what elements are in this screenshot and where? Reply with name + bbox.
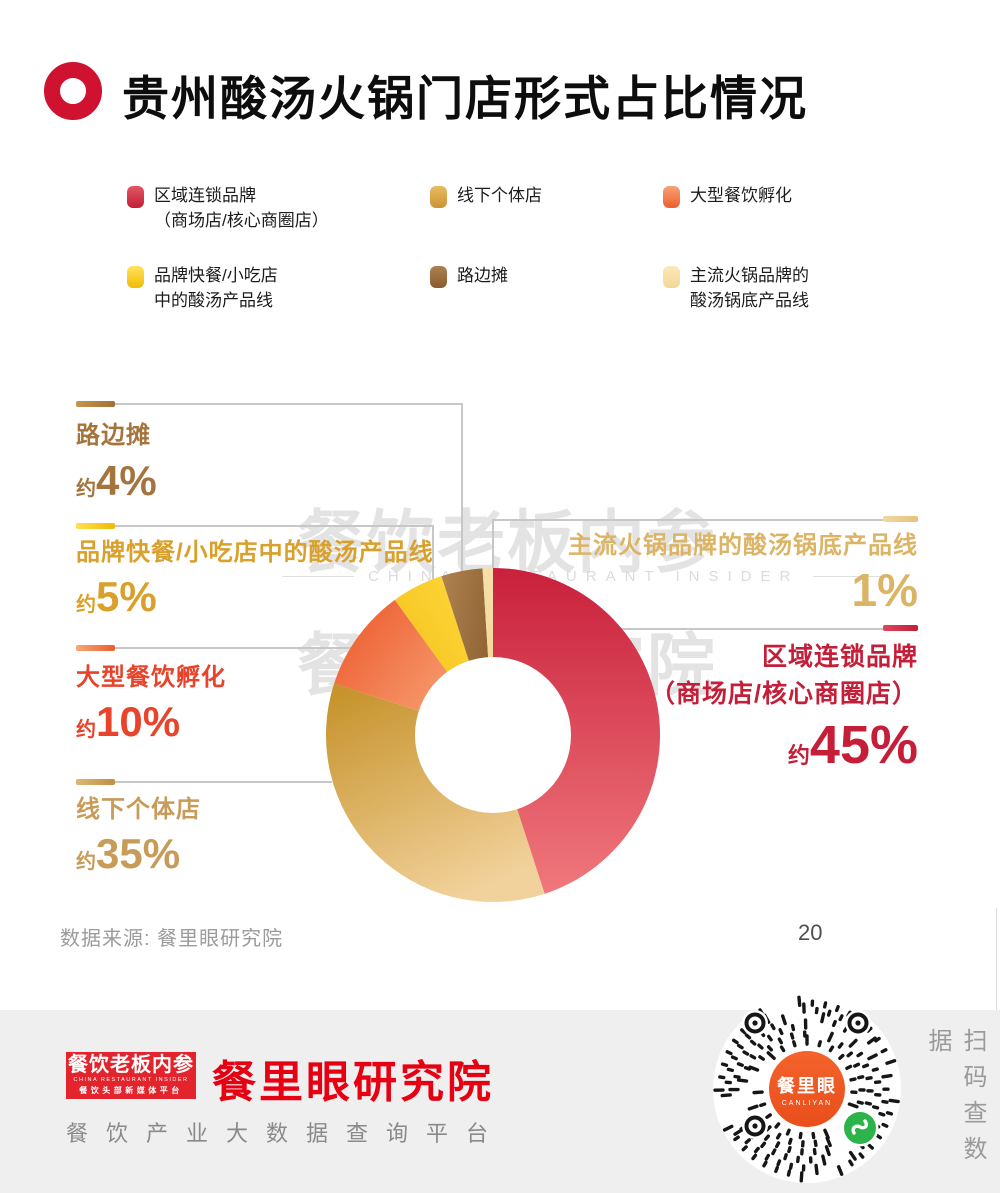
connector-drop-roadside (461, 403, 463, 571)
callout-label: 路边摊 (76, 422, 151, 449)
callout-individual: 线下个体店 约35% (76, 794, 201, 878)
callout-approx: 约 (76, 594, 96, 617)
callout-approx: 约 (76, 719, 96, 742)
right-edge-divider (996, 908, 997, 1012)
legend-label: 大型餐饮孵化 (690, 186, 792, 205)
legend-swatch-red (127, 186, 144, 208)
watermark-cn-1: 餐饮老板内参 (297, 505, 718, 581)
legend-label-line2: 酸汤锅底产品线 (690, 290, 809, 310)
legend-swatch-yellow (127, 266, 144, 288)
connector-line-roadside (115, 403, 462, 405)
donut-chart (323, 565, 663, 905)
connector-seg-incubation (76, 645, 115, 651)
watermark-rule-right (813, 576, 886, 577)
logo-title: 餐饮老板内参 (68, 1054, 194, 1076)
callout-mainstream: 主流火锅品牌的酸汤锅底产品线 1% (568, 530, 918, 617)
qr-center-title: 餐里眼 (777, 1075, 837, 1096)
callout-label: 区域连锁品牌 (761, 643, 918, 671)
legend-label: 线下个体店 (457, 186, 542, 205)
connector-line-mainstream (492, 519, 883, 521)
connector-line-individual (115, 781, 332, 783)
donut-ring-icon (44, 62, 102, 120)
callout-label: 线下个体店 (76, 796, 201, 823)
connector-line-incubation (115, 647, 351, 649)
logo-tagline: 餐饮头部新媒体平台 (79, 1086, 183, 1095)
legend-label: 路边摊 (457, 266, 508, 285)
legend-item-individual-store: 线下个体店 (430, 184, 542, 209)
qr-scan-hint: 扫码查数据 (924, 1028, 986, 1172)
donut-slice-0 (493, 568, 661, 894)
connector-line-fastfood (115, 525, 433, 527)
legend-swatch-brown (430, 266, 447, 288)
legend-label: 品牌快餐/小吃店 (154, 266, 278, 285)
legend-item-incubation: 大型餐饮孵化 (663, 184, 792, 209)
connector-seg-mainstream (883, 516, 918, 522)
callout-value: 1% (851, 564, 918, 617)
callout-incubation: 大型餐饮孵化 约10% (76, 662, 226, 746)
legend-label: 主流火锅品牌的 (690, 266, 809, 285)
legend-label: 区域连锁品牌 (154, 186, 256, 205)
footer-tagline: 餐饮产业大数据查询平台 (66, 1121, 507, 1146)
callout-regional: 区域连锁品牌 （商场店/核心商圈店） 约45% (650, 641, 918, 776)
qr-center-subtitle: CANLIYAN (781, 1099, 833, 1107)
callout-label: 主流火锅品牌的酸汤锅底产品线 (568, 532, 918, 559)
connector-drop-fastfood (432, 525, 434, 580)
legend-item-fastfood: 品牌快餐/小吃店 中的酸汤产品线 (127, 264, 278, 313)
qr-finder-dot (744, 1012, 766, 1034)
connector-seg-individual (76, 779, 115, 785)
callout-value: 10% (96, 698, 181, 746)
legend-label-line2: （商场店/核心商圈店） (154, 210, 329, 230)
callout-value: 45% (809, 715, 918, 775)
callout-value: 35% (96, 830, 181, 878)
legend-swatch-gold (430, 186, 447, 208)
legend-swatch-orange (663, 186, 680, 208)
page-number: 20 (798, 920, 823, 945)
logo-subtitle-en: CHINA RESTAURANT INSIDER (73, 1077, 189, 1083)
callout-value: 5% (96, 573, 157, 621)
callout-label: 大型餐饮孵化 (76, 664, 226, 691)
qr-finder-dot (744, 1115, 766, 1137)
legend-label-line2: 中的酸汤产品线 (154, 290, 273, 310)
legend-swatch-cream (663, 266, 680, 288)
connector-seg-fastfood (76, 523, 115, 529)
legend-item-regional-chain: 区域连锁品牌 （商场店/核心商圈店） (127, 184, 329, 233)
callout-approx: 约 (787, 743, 810, 768)
donut-chart-svg (325, 568, 661, 903)
connector-drop-mainstream (492, 519, 494, 568)
callout-value: 4% (96, 457, 157, 505)
brand-name: 餐里眼研究院 (212, 1058, 494, 1107)
legend-item-roadside: 路边摊 (430, 264, 508, 289)
page-title: 贵州酸汤火锅门店形式占比情况 (122, 72, 808, 125)
callout-label: 品牌快餐/小吃店中的酸汤产品线 (76, 539, 434, 566)
callout-label-line2: （商场店/核心商圈店） (650, 679, 918, 708)
callout-roadside: 路边摊 约4% (76, 420, 157, 505)
data-source-note: 数据来源: 餐里眼研究院 (60, 928, 284, 950)
connector-line-regional (621, 628, 883, 630)
callout-fastfood: 品牌快餐/小吃店中的酸汤产品线 约5% (76, 537, 434, 621)
watermark-rule-left (282, 576, 354, 577)
publisher-logo: 餐饮老板内参 CHINA RESTAURANT INSIDER 餐饮头部新媒体平… (66, 1052, 196, 1099)
callout-approx: 约 (76, 478, 96, 501)
footer: 餐饮老板内参 CHINA RESTAURANT INSIDER 餐饮头部新媒体平… (0, 995, 1000, 1193)
qr-center-badge: 餐里眼 CANLIYAN (769, 1051, 845, 1127)
qr-finder-dot (847, 1012, 869, 1034)
callout-approx: 约 (76, 851, 96, 874)
donut-hole (415, 657, 571, 813)
connector-seg-roadside (76, 401, 115, 407)
legend-item-mainstream: 主流火锅品牌的 酸汤锅底产品线 (663, 264, 809, 313)
connector-seg-regional (883, 625, 918, 631)
